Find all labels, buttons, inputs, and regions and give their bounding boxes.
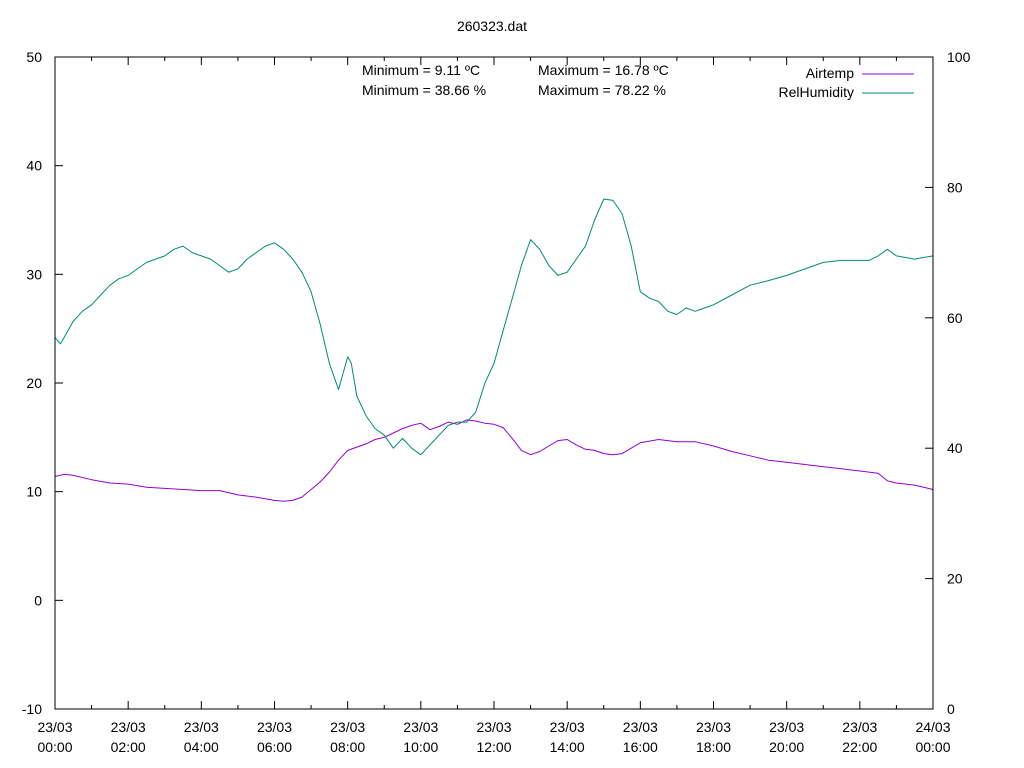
x-tick-date-label: 23/03	[111, 719, 146, 735]
right-y-tick-label: 80	[947, 179, 963, 195]
series-layer	[54, 198, 934, 502]
x-tick-time-label: 04:00	[184, 739, 219, 755]
left-y-axis: -10 0 10 20 30 40 50	[22, 49, 63, 717]
x-tick-time-label: 00:00	[915, 739, 950, 755]
x-tick-time-label: 18:00	[696, 739, 731, 755]
x-tick-date-label: 23/03	[476, 719, 511, 735]
left-y-tick-label: 0	[34, 592, 42, 608]
left-y-tick-label: 20	[26, 375, 42, 391]
x-tick-date-label: 23/03	[257, 719, 292, 735]
x-tick-time-label: 00:00	[37, 739, 72, 755]
x-tick-date-label: 23/03	[842, 719, 877, 735]
x-tick-time-label: 22:00	[842, 739, 877, 755]
left-y-tick-label: -10	[22, 701, 42, 717]
x-tick-time-label: 02:00	[111, 739, 146, 755]
series-line-airtemp	[54, 419, 934, 502]
right-y-tick-label: 100	[947, 49, 971, 65]
left-y-tick-label: 50	[26, 49, 42, 65]
x-tick-time-label: 16:00	[623, 739, 658, 755]
humidity-max-label: Maximum = 78.22 %	[538, 82, 666, 98]
stats-annotations: Minimum = 9.11 ºC Maximum = 16.78 ºC Min…	[362, 62, 669, 98]
x-tick-date-label: 23/03	[330, 719, 365, 735]
x-tick-time-label: 06:00	[257, 739, 292, 755]
x-tick-date-label: 23/03	[623, 719, 658, 735]
series-line-relhumidity	[54, 198, 934, 456]
chart-title: 260323.dat	[457, 18, 527, 34]
x-tick-date-label: 23/03	[184, 719, 219, 735]
right-y-axis: 0 20 40 60 80 100	[925, 49, 971, 717]
x-tick-time-label: 12:00	[476, 739, 511, 755]
x-axis: 23/03 00:00 23/03 02:00 23/03 04:00 23/03 06:00…	[37, 57, 951, 755]
x-tick-time-label: 14:00	[550, 739, 585, 755]
x-tick-time-label: 10:00	[403, 739, 438, 755]
humidity-min-label: Minimum = 38.66 %	[362, 82, 486, 98]
x-tick-date-label: 23/03	[769, 719, 804, 735]
x-tick-date-label: 23/03	[696, 719, 731, 735]
left-y-tick-label: 30	[26, 266, 42, 282]
left-y-tick-label: 10	[26, 484, 42, 500]
right-y-tick-label: 40	[947, 440, 963, 456]
x-tick-date-label: 23/03	[403, 719, 438, 735]
left-y-tick-label: 40	[26, 158, 42, 174]
legend-label-airtemp: Airtemp	[806, 65, 854, 81]
x-tick-date-label: 23/03	[550, 719, 585, 735]
temp-min-label: Minimum = 9.11 ºC	[362, 62, 480, 78]
x-tick-date-label: 23/03	[37, 719, 72, 735]
right-y-tick-label: 20	[947, 571, 963, 587]
x-tick-time-label: 20:00	[769, 739, 804, 755]
x-tick-date-label: 24/03	[915, 719, 950, 735]
right-y-tick-label: 60	[947, 310, 963, 326]
x-tick-time-label: 08:00	[330, 739, 365, 755]
legend-label-relhumidity: RelHumidity	[779, 84, 854, 100]
legend: Airtemp RelHumidity	[779, 65, 914, 100]
plot-frame	[54, 56, 934, 710]
right-y-tick-label: 0	[947, 701, 955, 717]
temp-max-label: Maximum = 16.78 ºC	[538, 62, 669, 78]
